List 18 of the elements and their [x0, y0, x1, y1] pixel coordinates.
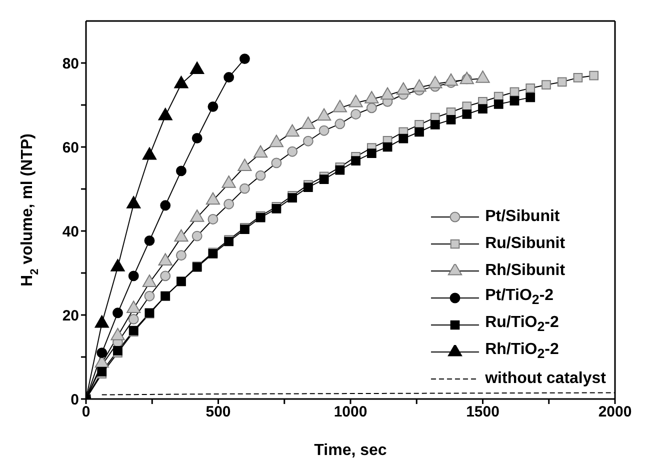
legend-label: Pt/Sibunit — [485, 208, 560, 226]
x-tick-label: 1500 — [466, 404, 500, 421]
y-tick-label: 40 — [62, 223, 79, 240]
legend-label: Pt/TiO$_{2}$-2 — [485, 287, 554, 308]
y-tick-label: 20 — [62, 307, 79, 324]
legend-label: without catalyst — [485, 370, 606, 388]
x-tick-label: 2000 — [598, 404, 632, 421]
y-tick-label: 0 — [70, 391, 79, 408]
x-tick-label: 1000 — [334, 404, 368, 421]
y-tick-label: 60 — [62, 139, 79, 156]
legend-label: Rh/Sibunit — [485, 262, 566, 280]
legend-label: Ru/TiO$_{2}$-2 — [485, 314, 559, 335]
legend-label: Ru/Sibunit — [485, 234, 566, 252]
x-tick-label: 0 — [82, 404, 90, 421]
x-axis-title: Time, sec — [314, 442, 387, 459]
legend-label: Rh/TiO$_{2}$-2 — [485, 341, 559, 362]
y-tick-label: 80 — [62, 55, 79, 72]
x-tick-label: 500 — [206, 404, 231, 421]
